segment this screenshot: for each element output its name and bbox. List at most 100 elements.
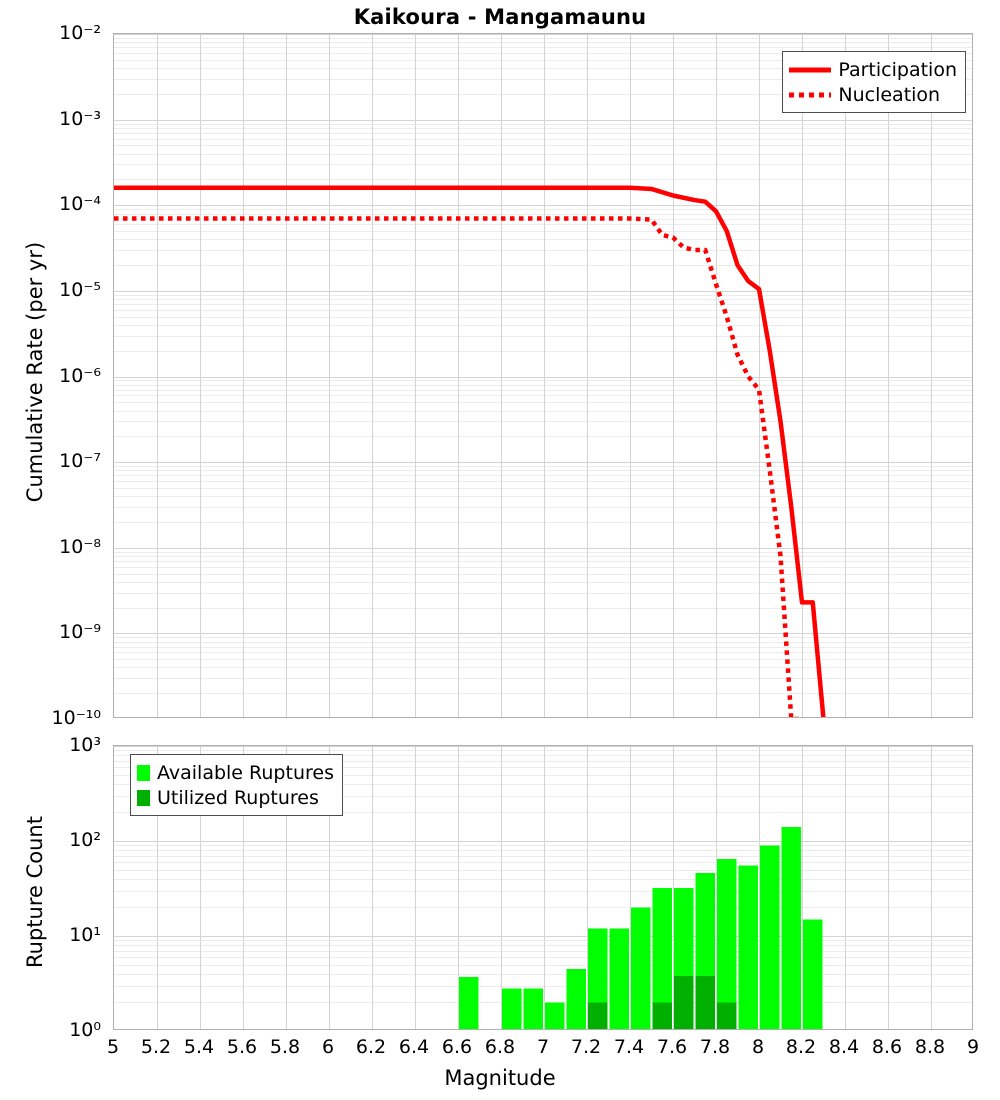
gridline-minor xyxy=(114,390,972,391)
gridline-vertical xyxy=(544,34,545,717)
utilized-ruptures-bar xyxy=(695,975,715,1029)
x-axis-tick-label: 5 xyxy=(106,1036,120,1058)
gridline-vertical xyxy=(759,34,760,717)
gridline-vertical xyxy=(716,746,717,1029)
x-axis-tick-label: 8 xyxy=(751,1036,765,1058)
gridline-minor xyxy=(114,556,972,557)
gridline-vertical xyxy=(845,746,846,1029)
rupture-count-bar xyxy=(588,928,608,1029)
gridline-vertical xyxy=(931,746,932,1029)
gridline-vertical xyxy=(759,746,760,1029)
gridline-vertical xyxy=(802,34,803,717)
gridline-minor xyxy=(114,94,972,95)
y-axis-tick-label: 10¹ xyxy=(69,924,101,946)
x-axis-tick-label: 6.6 xyxy=(441,1036,473,1058)
gridline-vertical xyxy=(415,34,416,717)
gridline-minor xyxy=(114,395,972,396)
gridline-minor xyxy=(114,496,972,497)
y-axis-tick-label: 10³ xyxy=(69,734,101,756)
gridline-vertical xyxy=(372,746,373,1029)
x-axis-tick-label: 8.2 xyxy=(785,1036,817,1058)
gridline-minor xyxy=(114,47,972,48)
x-axis-tick-label: 8.6 xyxy=(871,1036,903,1058)
available-ruptures-bar xyxy=(717,858,737,1029)
gridline-minor xyxy=(114,402,972,403)
rupture-count-bar xyxy=(803,919,823,1029)
gridline-minor xyxy=(114,295,972,296)
gridline-minor xyxy=(114,767,972,768)
gridline-minor xyxy=(114,608,972,609)
rate-legend: Participation Nucleation xyxy=(782,51,966,113)
gridline-major xyxy=(114,205,972,206)
available-ruptures-bar xyxy=(760,845,780,1029)
gridline-minor xyxy=(114,411,972,412)
gridline-vertical xyxy=(286,34,287,717)
available-ruptures-bar xyxy=(738,865,758,1029)
rupture-count-bar xyxy=(652,888,672,1029)
gridline-minor xyxy=(114,667,972,668)
gridline-minor xyxy=(114,850,972,851)
x-axis-tick-label: 7.4 xyxy=(613,1036,645,1058)
available-ruptures-bar xyxy=(652,888,672,1029)
gridline-minor xyxy=(114,488,972,489)
available-ruptures-bar xyxy=(502,988,522,1029)
gridline-minor xyxy=(114,481,972,482)
y-axis-tick-label: 10⁻⁴ xyxy=(59,193,101,216)
y-axis-tick-label: 10⁰ xyxy=(69,1019,101,1041)
available-ruptures-bar xyxy=(545,1002,565,1029)
rupture-count-bar xyxy=(738,865,758,1029)
gridline-vertical xyxy=(716,34,717,717)
gridline-minor xyxy=(114,231,972,232)
gridline-vertical xyxy=(931,34,932,717)
gridline-major xyxy=(114,548,972,549)
gridline-minor xyxy=(114,310,972,311)
gridline-vertical xyxy=(329,746,330,1029)
gridline-minor xyxy=(114,38,972,39)
rupture-count-bar xyxy=(523,988,543,1029)
y-axis-tick-label: 10⁻² xyxy=(59,22,101,44)
gridline-minor xyxy=(114,845,972,846)
gridline-minor xyxy=(114,304,972,305)
x-axis-tick-label: 7.6 xyxy=(656,1036,688,1058)
available-ruptures-swatch-icon xyxy=(137,764,150,781)
x-axis-tick-label: 8.8 xyxy=(914,1036,946,1058)
x-axis-tick-label: 5.2 xyxy=(140,1036,172,1058)
gridline-minor xyxy=(114,567,972,568)
gridline-minor xyxy=(114,796,972,797)
gridline-minor xyxy=(114,693,972,694)
gridline-minor xyxy=(114,940,972,941)
gridline-minor xyxy=(114,68,972,69)
gridline-minor xyxy=(114,209,972,210)
gridline-minor xyxy=(114,862,972,863)
gridline-minor xyxy=(114,507,972,508)
gridline-major xyxy=(114,462,972,463)
gridline-vertical xyxy=(630,34,631,717)
gridline-minor xyxy=(114,812,972,813)
rupture-count-bar xyxy=(566,968,586,1029)
legend-item-utilized-ruptures: Utilized Ruptures xyxy=(137,785,334,810)
rupture-count-bar xyxy=(631,907,651,1029)
gridline-minor xyxy=(114,475,972,476)
gridline-vertical xyxy=(200,34,201,717)
gridline-minor xyxy=(114,593,972,594)
utilized-ruptures-bar xyxy=(674,975,694,1029)
x-axis-tick-label: 6.8 xyxy=(484,1036,516,1058)
utilized-ruptures-bar xyxy=(717,1002,737,1029)
y-axis-tick-label: 10⁻⁹ xyxy=(59,621,101,644)
gridline-minor xyxy=(114,750,972,751)
gridline-major xyxy=(114,120,972,121)
x-axis-tick-label: 7 xyxy=(536,1036,550,1058)
available-ruptures-bar xyxy=(459,977,479,1029)
gridline-vertical xyxy=(888,34,889,717)
gridline-minor xyxy=(114,53,972,54)
rupture-count-bar xyxy=(695,873,715,1029)
gridline-minor xyxy=(114,652,972,653)
rupture-count-bar xyxy=(760,845,780,1029)
gridline-minor xyxy=(114,124,972,125)
gridline-minor xyxy=(114,642,972,643)
magnitude-axis-title: Magnitude xyxy=(444,1066,556,1090)
gridline-minor xyxy=(114,250,972,251)
gridline-minor xyxy=(114,974,972,975)
x-axis-tick-label: 8.4 xyxy=(828,1036,860,1058)
gridline-minor xyxy=(114,60,972,61)
